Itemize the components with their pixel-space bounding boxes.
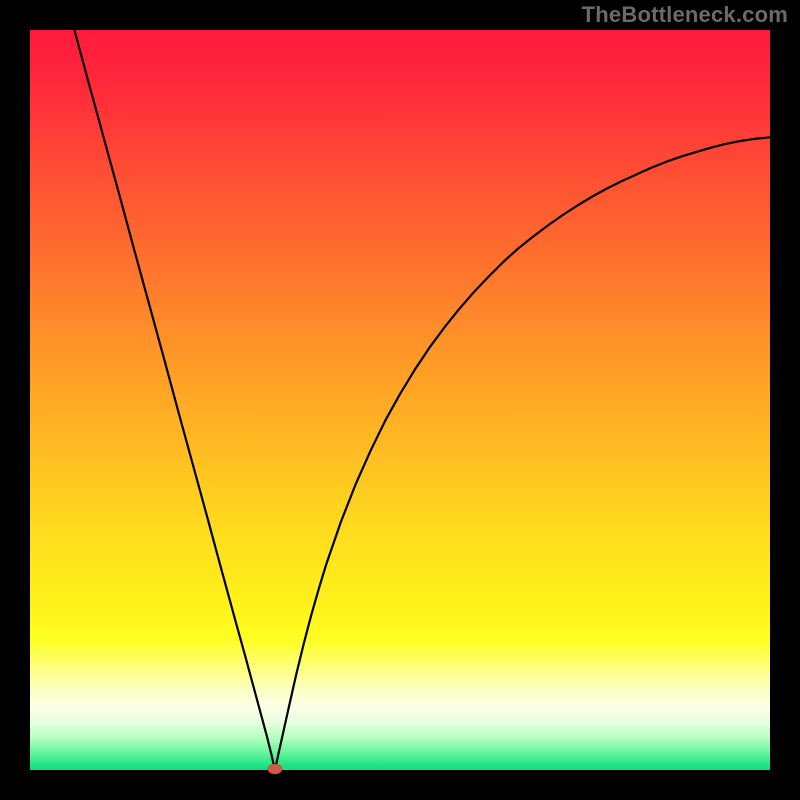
watermark-text: TheBottleneck.com xyxy=(582,2,788,28)
bottleneck-curve-chart xyxy=(0,0,800,800)
optimal-marker xyxy=(268,764,282,774)
chart-background-gradient xyxy=(30,30,770,770)
chart-container: TheBottleneck.com xyxy=(0,0,800,800)
